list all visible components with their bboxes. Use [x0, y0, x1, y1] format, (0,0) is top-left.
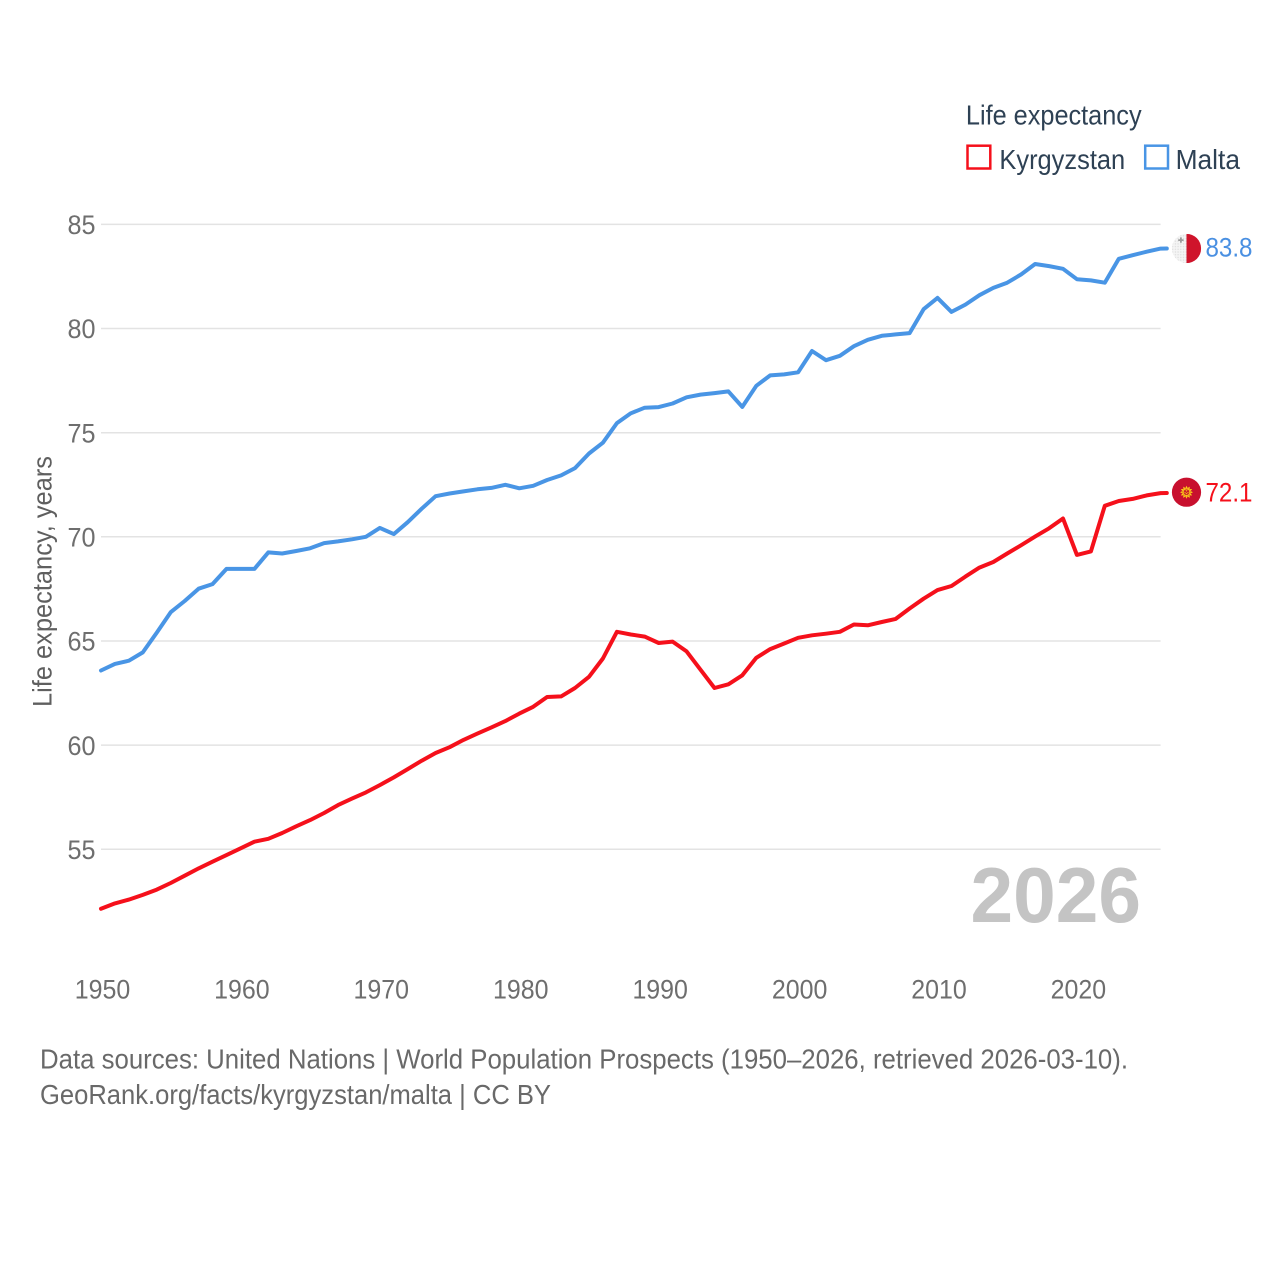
svg-text:Life expectancy, years: Life expectancy, years: [27, 456, 57, 707]
svg-text:1980: 1980: [493, 975, 549, 1005]
svg-text:80: 80: [68, 314, 96, 344]
svg-text:GeoRank.org/facts/kyrgyzstan/m: GeoRank.org/facts/kyrgyzstan/malta | CC …: [40, 1079, 551, 1110]
svg-text:Kyrgyzstan: Kyrgyzstan: [999, 144, 1125, 175]
svg-text:65: 65: [68, 627, 96, 657]
svg-text:1960: 1960: [214, 975, 270, 1005]
svg-text:1990: 1990: [632, 975, 688, 1005]
svg-text:83.8: 83.8: [1206, 233, 1253, 263]
svg-text:2010: 2010: [911, 975, 967, 1005]
svg-text:60: 60: [68, 731, 96, 761]
svg-text:2020: 2020: [1051, 975, 1107, 1005]
svg-text:70: 70: [68, 523, 96, 553]
svg-text:Life expectancy: Life expectancy: [966, 100, 1142, 131]
svg-text:1950: 1950: [75, 975, 131, 1005]
svg-text:55: 55: [68, 835, 96, 865]
svg-text:Malta: Malta: [1176, 144, 1241, 175]
svg-text:75: 75: [68, 418, 96, 448]
svg-text:Data sources: United Nations |: Data sources: United Nations | World Pop…: [40, 1044, 1128, 1075]
svg-text:2026: 2026: [971, 851, 1142, 939]
svg-text:2000: 2000: [772, 975, 828, 1005]
svg-text:72.1: 72.1: [1206, 478, 1253, 508]
svg-text:1970: 1970: [354, 975, 410, 1005]
svg-text:85: 85: [68, 210, 96, 240]
